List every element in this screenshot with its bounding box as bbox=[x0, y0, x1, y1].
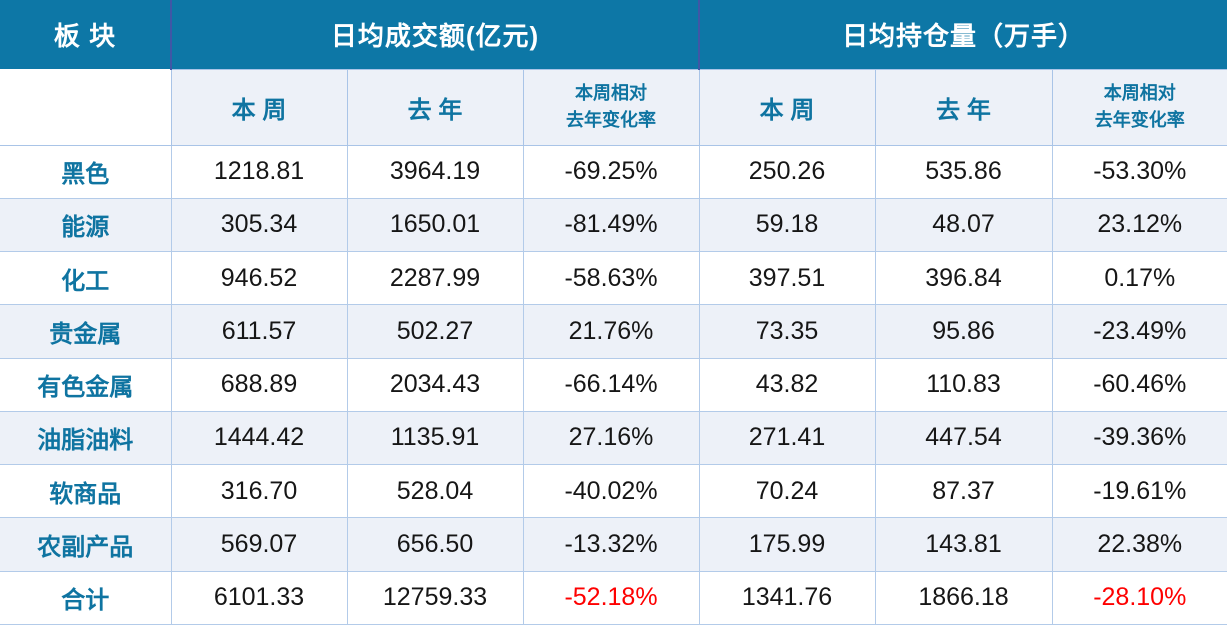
value-cell-total-change: -52.18% bbox=[522, 570, 700, 625]
value-cell: 23.12% bbox=[1051, 197, 1227, 253]
value-cell: 688.89 bbox=[170, 357, 348, 412]
value-cell: -23.49% bbox=[1051, 304, 1227, 359]
value-cell: 1135.91 bbox=[346, 410, 524, 466]
value-cell: -39.36% bbox=[1051, 410, 1227, 466]
value-cell: 6101.33 bbox=[170, 570, 348, 625]
value-cell: 1650.01 bbox=[346, 197, 524, 253]
value-cell: 447.54 bbox=[874, 410, 1053, 466]
subheader-turnover-this-week: 本 周 bbox=[170, 68, 348, 146]
subheader-oi-change: 本周相对 去年变化率 bbox=[1051, 68, 1227, 146]
value-cell: 87.37 bbox=[874, 464, 1053, 519]
sector-label: 贵金属 bbox=[0, 304, 172, 359]
table-row-energy: 能源 305.34 1650.01 -81.49% 59.18 48.07 23… bbox=[0, 197, 1227, 253]
sector-label: 黑色 bbox=[0, 144, 172, 199]
value-cell: 946.52 bbox=[170, 251, 348, 306]
value-cell: 21.76% bbox=[522, 304, 700, 359]
value-cell: 535.86 bbox=[874, 144, 1053, 199]
subheader-change-line1: 本周相对 bbox=[1103, 83, 1176, 103]
value-cell: 611.57 bbox=[170, 304, 348, 359]
table-row-chemicals: 化工 946.52 2287.99 -58.63% 397.51 396.84 … bbox=[0, 251, 1227, 306]
corner-header: 板 块 bbox=[0, 0, 171, 69]
value-cell: -60.46% bbox=[1051, 357, 1227, 412]
value-cell: 1866.18 bbox=[874, 570, 1053, 625]
value-cell: 175.99 bbox=[698, 517, 876, 572]
value-cell: 656.50 bbox=[346, 517, 524, 572]
group-header-open-interest: 日均持仓量（万手） bbox=[697, 0, 1227, 69]
table-row-precious-metals: 贵金属 611.57 502.27 21.76% 73.35 95.86 -23… bbox=[0, 304, 1227, 359]
sector-label: 能源 bbox=[0, 197, 172, 253]
table-row-agri-byproducts: 农副产品 569.07 656.50 -13.32% 175.99 143.81… bbox=[0, 517, 1227, 572]
value-cell: 1341.76 bbox=[698, 570, 876, 625]
value-cell: -40.02% bbox=[522, 464, 700, 519]
value-cell: 502.27 bbox=[346, 304, 524, 359]
value-cell: 95.86 bbox=[874, 304, 1053, 359]
sector-label-total: 合计 bbox=[0, 570, 172, 625]
subheader-change-line2: 去年变化率 bbox=[1094, 110, 1185, 130]
value-cell: 110.83 bbox=[874, 357, 1053, 412]
sector-label: 油脂油料 bbox=[0, 410, 172, 466]
subheader-turnover-last-year: 去 年 bbox=[346, 68, 524, 146]
value-cell: -58.63% bbox=[522, 251, 700, 306]
table-row-soft-commodities: 软商品 316.70 528.04 -40.02% 70.24 87.37 -1… bbox=[0, 464, 1227, 519]
value-cell: 143.81 bbox=[874, 517, 1053, 572]
table-row-nonferrous-metals: 有色金属 688.89 2034.43 -66.14% 43.82 110.83… bbox=[0, 357, 1227, 412]
value-cell: 3964.19 bbox=[346, 144, 524, 199]
value-cell: 316.70 bbox=[170, 464, 348, 519]
value-cell: 250.26 bbox=[698, 144, 876, 199]
value-cell-total-change: -28.10% bbox=[1051, 570, 1227, 625]
subheader-change-line1: 本周相对 bbox=[575, 83, 647, 103]
value-cell: 59.18 bbox=[698, 197, 876, 253]
value-cell: 12759.33 bbox=[346, 570, 524, 625]
value-cell: 569.07 bbox=[170, 517, 348, 572]
group-header-turnover: 日均成交额(亿元) bbox=[170, 0, 699, 69]
value-cell: 1444.42 bbox=[170, 410, 348, 466]
value-cell: 396.84 bbox=[874, 251, 1053, 306]
sector-label: 软商品 bbox=[0, 464, 172, 519]
value-cell: 397.51 bbox=[698, 251, 876, 306]
group-header-row: 板 块 日均成交额(亿元) 日均持仓量（万手） bbox=[0, 0, 1227, 69]
value-cell: -19.61% bbox=[1051, 464, 1227, 519]
sub-header-row: 本 周 去 年 本周相对 去年变化率 本 周 去 年 本周相对 去年变化率 bbox=[0, 68, 1227, 146]
subheader-oi-last-year: 去 年 bbox=[874, 68, 1053, 146]
table-row-oils-oilseeds: 油脂油料 1444.42 1135.91 27.16% 271.41 447.5… bbox=[0, 410, 1227, 466]
value-cell: 2034.43 bbox=[346, 357, 524, 412]
subheader-change-line2: 去年变化率 bbox=[566, 110, 656, 130]
value-cell: 271.41 bbox=[698, 410, 876, 466]
table-row-total: 合计 6101.33 12759.33 -52.18% 1341.76 1866… bbox=[0, 570, 1227, 625]
value-cell: -13.32% bbox=[522, 517, 700, 572]
value-cell: 305.34 bbox=[170, 197, 348, 253]
value-cell: 27.16% bbox=[522, 410, 700, 466]
value-cell: -81.49% bbox=[522, 197, 700, 253]
corner-empty-cell bbox=[0, 69, 172, 146]
value-cell: 1218.81 bbox=[170, 144, 348, 199]
value-cell: -53.30% bbox=[1051, 144, 1227, 199]
sector-label: 农副产品 bbox=[0, 517, 172, 572]
value-cell: -69.25% bbox=[522, 144, 700, 199]
value-cell: 43.82 bbox=[698, 357, 876, 412]
value-cell: 73.35 bbox=[698, 304, 876, 359]
subheader-turnover-change: 本周相对 去年变化率 bbox=[522, 68, 700, 146]
value-cell: 48.07 bbox=[874, 197, 1053, 253]
table-row-black: 黑色 1218.81 3964.19 -69.25% 250.26 535.86… bbox=[0, 144, 1227, 199]
sector-label: 化工 bbox=[0, 251, 172, 306]
value-cell: 22.38% bbox=[1051, 517, 1227, 572]
value-cell: 0.17% bbox=[1051, 251, 1227, 306]
value-cell: 528.04 bbox=[346, 464, 524, 519]
value-cell: -66.14% bbox=[522, 357, 700, 412]
sector-label: 有色金属 bbox=[0, 357, 172, 412]
value-cell: 2287.99 bbox=[346, 251, 524, 306]
value-cell: 70.24 bbox=[698, 464, 876, 519]
subheader-oi-this-week: 本 周 bbox=[698, 68, 876, 146]
